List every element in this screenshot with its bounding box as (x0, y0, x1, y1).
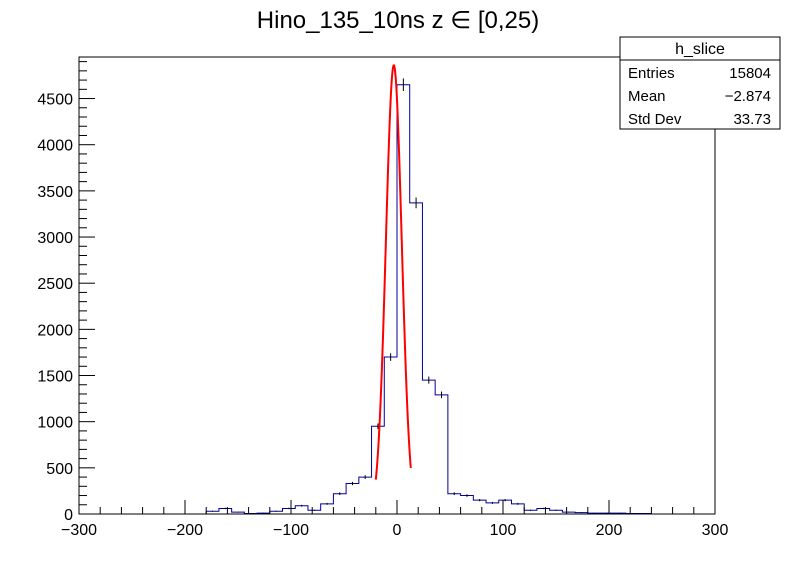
y-tick-label: 0 (64, 507, 73, 524)
y-tick-label: 4500 (37, 92, 73, 109)
x-tick-label: 300 (702, 522, 729, 539)
y-tick-label: 3500 (37, 184, 73, 201)
y-tick-label: 4000 (37, 138, 73, 155)
chart-title: Hino_135_10ns z ∈ [0,25) (257, 7, 539, 34)
y-tick-label: 2000 (37, 322, 73, 339)
x-tick-label: −200 (167, 522, 203, 539)
stats-box-title: h_slice (675, 41, 725, 58)
histogram-step-line (79, 84, 715, 515)
stats-entries-label: Entries (628, 65, 675, 82)
stats-stddev-label: Std Dev (628, 111, 682, 128)
y-tick-label: 2500 (37, 276, 73, 293)
stats-entries-value: 15804 (729, 65, 771, 82)
plot-area (79, 63, 715, 515)
x-tick-label: 200 (596, 522, 623, 539)
stats-box-frame (619, 36, 781, 130)
stats-mean-label: Mean (628, 88, 666, 105)
x-tick-label: −300 (61, 522, 97, 539)
y-tick-label: 3000 (37, 230, 73, 247)
y-tick-label: 1000 (37, 415, 73, 432)
stats-stddev-value: 33.73 (733, 111, 771, 128)
gaussian-fit-curve (374, 63, 412, 480)
stats-box: h_slice Entries 15804 Mean −2.874 Std De… (619, 36, 781, 130)
y-tick-label: 1500 (37, 369, 73, 386)
y-tick-label: 500 (46, 461, 73, 478)
stats-mean-value: −2.874 (725, 88, 771, 105)
axes: −300 −200 −100 0 100 200 300050010001500200025… (37, 56, 729, 539)
x-tick-label: −100 (273, 522, 309, 539)
x-tick-label: 0 (393, 522, 402, 539)
x-tick-label: 100 (490, 522, 517, 539)
